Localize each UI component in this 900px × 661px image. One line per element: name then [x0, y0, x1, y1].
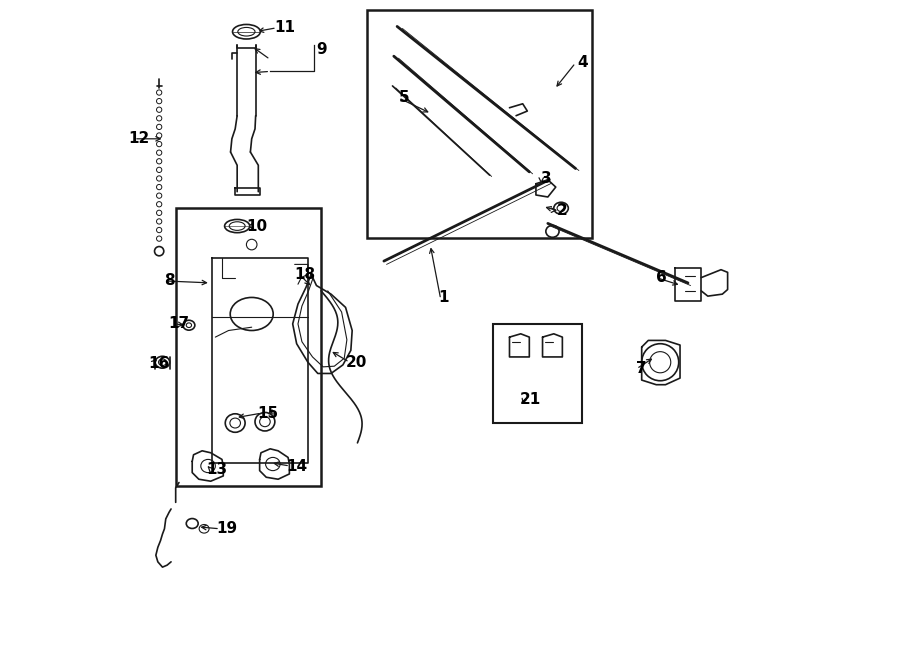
Bar — [176, 208, 321, 486]
Ellipse shape — [232, 24, 260, 39]
Text: 2: 2 — [557, 203, 568, 217]
Text: 16: 16 — [148, 356, 170, 371]
Ellipse shape — [225, 219, 249, 233]
Text: 13: 13 — [207, 462, 228, 477]
Text: 14: 14 — [286, 459, 307, 473]
Text: 3: 3 — [541, 171, 551, 186]
Text: 15: 15 — [257, 406, 279, 420]
Text: 21: 21 — [520, 393, 541, 407]
Text: 6: 6 — [656, 270, 667, 285]
Text: 11: 11 — [274, 20, 295, 35]
Text: 4: 4 — [577, 56, 588, 70]
Bar — [367, 10, 592, 238]
Bar — [493, 324, 582, 423]
Text: 12: 12 — [129, 132, 150, 146]
Text: 18: 18 — [294, 267, 315, 282]
Text: 8: 8 — [164, 274, 175, 288]
Text: 10: 10 — [247, 219, 267, 233]
Text: 1: 1 — [438, 290, 448, 305]
Text: 9: 9 — [316, 42, 327, 57]
Text: 20: 20 — [346, 355, 367, 369]
Text: 19: 19 — [216, 522, 237, 536]
Text: 5: 5 — [399, 91, 409, 105]
Ellipse shape — [230, 222, 245, 231]
Ellipse shape — [238, 27, 255, 36]
Text: 7: 7 — [636, 362, 647, 376]
Text: 17: 17 — [168, 317, 190, 331]
